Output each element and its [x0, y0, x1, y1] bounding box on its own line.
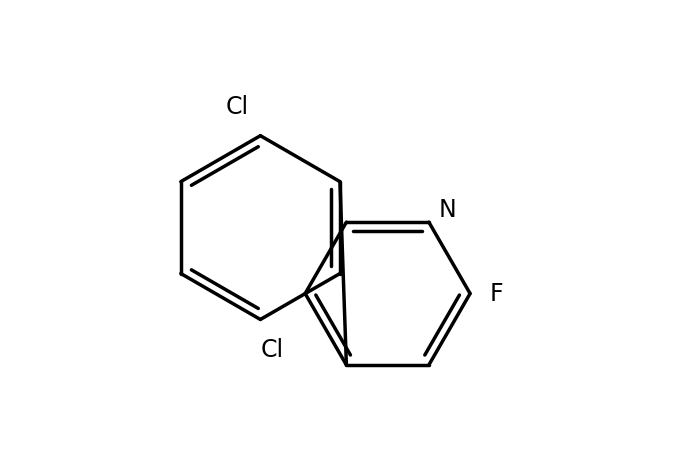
Text: F: F [489, 282, 503, 306]
Text: Cl: Cl [225, 95, 249, 119]
Text: Cl: Cl [261, 338, 284, 362]
Text: N: N [439, 198, 456, 222]
